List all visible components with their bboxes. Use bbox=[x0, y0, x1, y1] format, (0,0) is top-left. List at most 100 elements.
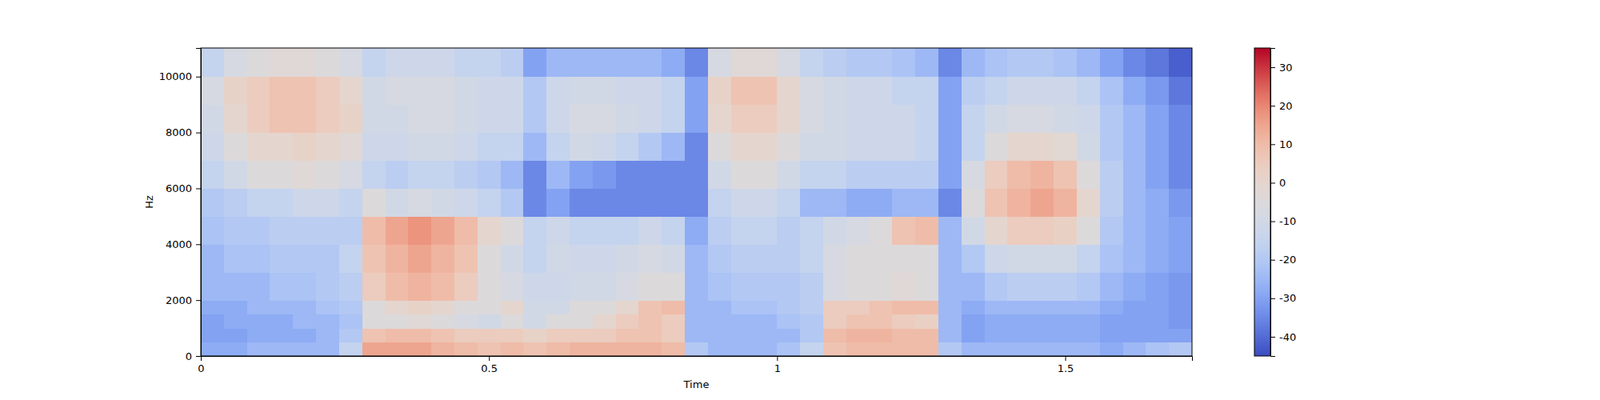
tick-mark bbox=[196, 300, 201, 301]
cell bbox=[1053, 314, 1077, 329]
cell bbox=[684, 160, 708, 190]
cell bbox=[823, 132, 847, 162]
cell bbox=[984, 216, 1008, 245]
tick-mark bbox=[1270, 182, 1276, 184]
cell bbox=[892, 328, 916, 343]
cell bbox=[846, 342, 870, 356]
cell bbox=[339, 216, 363, 245]
cell bbox=[523, 342, 547, 356]
cell bbox=[1053, 300, 1077, 315]
cell bbox=[546, 160, 570, 190]
cell bbox=[1007, 160, 1031, 190]
cell bbox=[846, 300, 870, 315]
cell bbox=[431, 272, 455, 301]
cell bbox=[362, 216, 386, 245]
cell bbox=[1168, 314, 1192, 329]
chart: 00.511.50200040006000800010000TimeHz-40-… bbox=[0, 0, 1600, 400]
cell bbox=[731, 216, 755, 245]
tick-label: -10 bbox=[1279, 215, 1296, 228]
cell bbox=[500, 300, 524, 315]
tick-label: 10000 bbox=[159, 70, 192, 83]
tick-mark bbox=[1270, 221, 1276, 223]
y-axis-title: Hz bbox=[143, 195, 156, 209]
cell bbox=[869, 104, 893, 134]
cell bbox=[915, 314, 939, 329]
cell bbox=[984, 328, 1008, 343]
cell bbox=[869, 328, 893, 343]
cell bbox=[269, 160, 293, 190]
cell bbox=[523, 188, 547, 217]
cell bbox=[1076, 188, 1100, 217]
cell bbox=[1100, 342, 1124, 356]
cell bbox=[800, 76, 824, 106]
tick-mark bbox=[1270, 105, 1276, 107]
cell bbox=[776, 188, 800, 217]
cell bbox=[708, 300, 732, 315]
cell bbox=[1123, 48, 1147, 77]
cell bbox=[869, 48, 893, 77]
cell bbox=[1123, 342, 1147, 356]
cell bbox=[1145, 216, 1169, 245]
cell bbox=[500, 216, 524, 245]
cell bbox=[961, 244, 985, 273]
cell bbox=[800, 132, 824, 162]
cell bbox=[292, 160, 316, 190]
cell bbox=[961, 272, 985, 301]
cell bbox=[708, 104, 732, 134]
cell bbox=[731, 328, 755, 343]
cell bbox=[938, 48, 962, 77]
cell bbox=[984, 188, 1008, 217]
cell bbox=[638, 188, 662, 217]
cell bbox=[984, 272, 1008, 301]
cell bbox=[523, 314, 547, 329]
cell bbox=[316, 132, 340, 162]
cell bbox=[385, 132, 409, 162]
cell bbox=[1100, 160, 1124, 190]
cell bbox=[823, 160, 847, 190]
cell bbox=[800, 342, 824, 356]
cell bbox=[616, 104, 640, 134]
cell bbox=[892, 160, 916, 190]
cell bbox=[224, 160, 248, 190]
cell bbox=[915, 328, 939, 343]
cell bbox=[800, 160, 824, 190]
cell bbox=[1123, 272, 1147, 301]
cell bbox=[292, 244, 316, 273]
tick-mark bbox=[1270, 298, 1276, 300]
cell bbox=[1168, 342, 1192, 356]
cell bbox=[569, 48, 593, 77]
cell bbox=[269, 104, 293, 134]
tick-mark bbox=[1270, 336, 1276, 338]
tick: 10 bbox=[1270, 138, 1293, 151]
cell bbox=[661, 48, 685, 77]
cell bbox=[569, 132, 593, 162]
cell bbox=[823, 104, 847, 134]
cell bbox=[247, 244, 271, 273]
cell bbox=[1168, 244, 1192, 273]
cell bbox=[1076, 328, 1100, 343]
cell bbox=[1007, 188, 1031, 217]
cell bbox=[1100, 188, 1124, 217]
cell bbox=[1030, 216, 1054, 245]
cell bbox=[776, 160, 800, 190]
cell bbox=[454, 132, 478, 162]
cell bbox=[500, 104, 524, 134]
cell bbox=[661, 160, 685, 190]
cell bbox=[1076, 300, 1100, 315]
tick-label: 0 bbox=[185, 350, 192, 363]
tick: 0 bbox=[185, 350, 201, 363]
tick-label: 0.5 bbox=[480, 362, 498, 375]
tick-label: 20 bbox=[1279, 100, 1293, 112]
cell bbox=[431, 160, 455, 190]
cell bbox=[362, 328, 386, 343]
tick: 20 bbox=[1270, 100, 1293, 112]
cell bbox=[638, 244, 662, 273]
tick: 1.5 bbox=[1057, 356, 1075, 375]
cell bbox=[269, 216, 293, 245]
cell bbox=[800, 104, 824, 134]
cell bbox=[800, 216, 824, 245]
cell bbox=[224, 216, 248, 245]
cell bbox=[961, 328, 985, 343]
cell bbox=[984, 104, 1008, 134]
cell bbox=[316, 342, 340, 356]
